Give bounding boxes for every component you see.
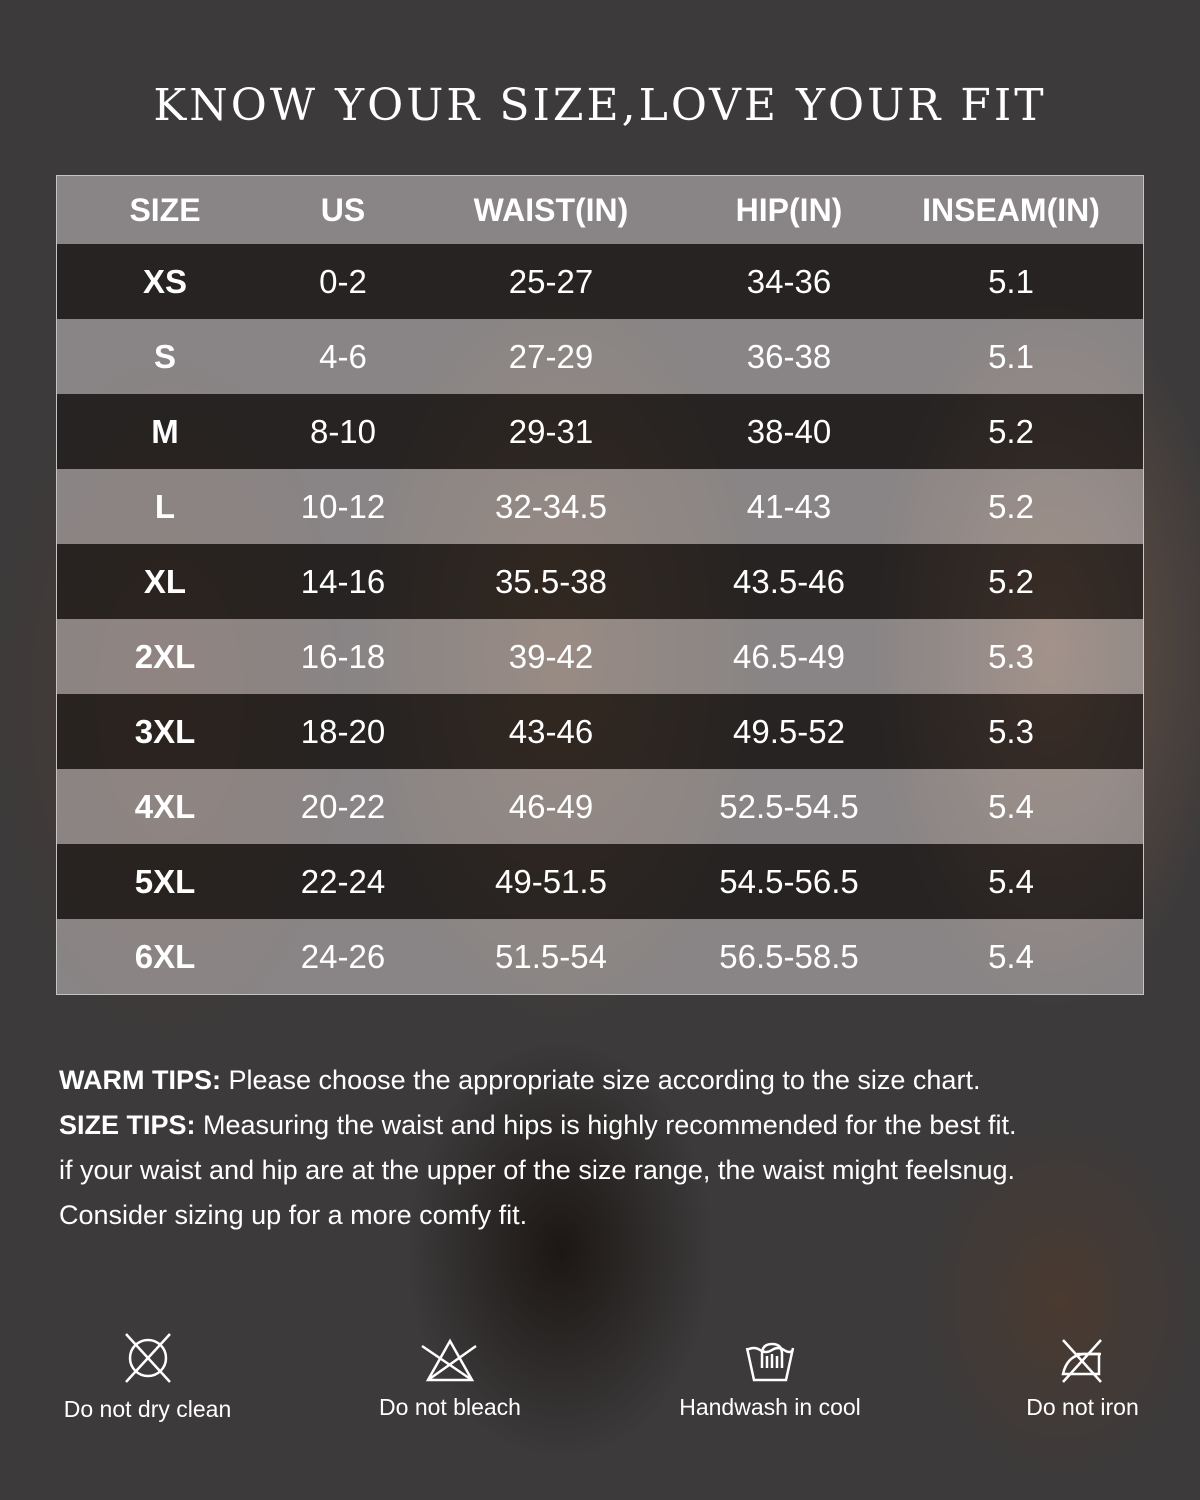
table-row: 6XL 24-26 51.5-54 56.5-58.5 5.4 (57, 919, 1143, 994)
cell-waist: 51.5-54 (495, 937, 607, 975)
care-no-dry-clean: Do not dry clean (40, 1330, 255, 1423)
cell-inseam: 5.3 (988, 637, 1034, 675)
cell-hip: 34-36 (746, 262, 832, 300)
no-iron-icon (1060, 1339, 1102, 1383)
cell-inseam: 5.1 (988, 337, 1034, 375)
table-row: 3XL 18-20 43-46 49.5-52 5.3 (57, 694, 1143, 769)
header-waist: WAIST(IN) (473, 191, 629, 228)
cell-us: 20-22 (300, 787, 386, 825)
cell-hip: 46.5-49 (733, 637, 845, 675)
table-row: L 10-12 32-34.5 41-43 5.2 (57, 469, 1143, 544)
cell-waist: 35.5-38 (495, 562, 607, 600)
cell-size: 3XL (134, 712, 196, 750)
care-label: Do not dry clean (63, 1396, 232, 1422)
cell-size: XS (142, 262, 188, 300)
cell-size: L (154, 487, 176, 525)
cell-waist: 43-46 (508, 712, 594, 750)
cell-hip: 41-43 (746, 487, 832, 525)
cell-inseam: 5.3 (988, 712, 1034, 750)
size-table: SIZE US WAIST(IN) HIP(IN) INSEAM(IN) XS 0… (56, 175, 1144, 995)
cell-size: 4XL (134, 787, 196, 825)
cell-waist: 39-42 (508, 637, 594, 675)
cell-waist: 29-31 (508, 412, 594, 450)
cell-waist: 25-27 (508, 262, 594, 300)
tips: WARM TIPS: Please choose the appropriate… (59, 1058, 1159, 1238)
cell-hip: 43.5-46 (733, 562, 845, 600)
care-no-bleach: Do not bleach (360, 1338, 540, 1421)
care-label: Handwash in cool (679, 1394, 861, 1420)
size-tips-line4: Consider sizing up for a more comfy fit. (59, 1200, 528, 1230)
cell-us: 8-10 (309, 412, 377, 450)
cell-inseam: 5.4 (988, 787, 1034, 825)
cell-size: 2XL (134, 637, 196, 675)
care-label: Do not iron (1026, 1394, 1139, 1420)
cell-us: 16-18 (300, 637, 386, 675)
care-label: Do not bleach (379, 1394, 521, 1420)
cell-us: 0-2 (319, 262, 367, 300)
size-tips-text: Measuring the waist and hips is highly r… (195, 1110, 1017, 1140)
table-row: XS 0-2 25-27 34-36 5.1 (57, 244, 1143, 319)
cell-size: S (153, 337, 176, 375)
cell-us: 14-16 (300, 562, 386, 600)
table-header: SIZE US WAIST(IN) HIP(IN) INSEAM(IN) (57, 176, 1143, 244)
cell-inseam: 5.2 (988, 412, 1034, 450)
cell-inseam: 5.4 (988, 937, 1034, 975)
cell-size: 5XL (134, 862, 196, 900)
cell-inseam: 5.2 (988, 562, 1034, 600)
cell-size: XL (143, 562, 187, 600)
handwash-icon (745, 1342, 795, 1382)
table-row: S 4-6 27-29 36-38 5.1 (57, 319, 1143, 394)
cell-hip: 54.5-56.5 (719, 862, 859, 900)
warm-tips: WARM TIPS: Please choose the appropriate… (59, 1058, 1159, 1103)
cell-inseam: 5.2 (988, 487, 1034, 525)
cell-hip: 56.5-58.5 (719, 937, 859, 975)
cell-hip: 49.5-52 (733, 712, 845, 750)
warm-tips-label: WARM TIPS: (59, 1065, 221, 1095)
cell-us: 10-12 (300, 487, 386, 525)
table-row: 2XL 16-18 39-42 46.5-49 5.3 (57, 619, 1143, 694)
cell-inseam: 5.1 (988, 262, 1034, 300)
cell-us: 22-24 (300, 862, 386, 900)
size-tips: SIZE TIPS: Measuring the waist and hips … (59, 1103, 1159, 1148)
cell-waist: 49-51.5 (495, 862, 607, 900)
header-size: SIZE (129, 191, 201, 228)
cell-waist: 32-34.5 (495, 487, 607, 525)
cell-us: 18-20 (300, 712, 386, 750)
table-row: XL 14-16 35.5-38 43.5-46 5.2 (57, 544, 1143, 619)
cell-waist: 27-29 (508, 337, 594, 375)
no-dry-clean-icon (124, 1333, 171, 1383)
care-handwash: Handwash in cool (660, 1338, 880, 1421)
cell-hip: 52.5-54.5 (719, 787, 859, 825)
cell-waist: 46-49 (508, 787, 594, 825)
table-row: 4XL 20-22 46-49 52.5-54.5 5.4 (57, 769, 1143, 844)
table-row: 5XL 22-24 49-51.5 54.5-56.5 5.4 (57, 844, 1143, 919)
no-bleach-icon (421, 1338, 477, 1382)
cell-size: 6XL (134, 937, 196, 975)
cell-us: 24-26 (300, 937, 386, 975)
warm-tips-text: Please choose the appropriate size accor… (221, 1065, 981, 1095)
size-tips-label: SIZE TIPS: (59, 1110, 196, 1140)
cell-hip: 36-38 (746, 337, 832, 375)
cell-inseam: 5.4 (988, 862, 1034, 900)
cell-hip: 38-40 (746, 412, 832, 450)
cell-size: M (151, 412, 179, 450)
header-inseam: INSEAM(IN) (922, 191, 1100, 228)
size-tips-line3: if your waist and hip are at the upper o… (59, 1155, 1016, 1185)
header-us: US (320, 191, 366, 228)
page-title: KNOW YOUR SIZE,LOVE YOUR FIT (153, 80, 1047, 131)
header-hip: HIP(IN) (735, 191, 843, 228)
care-no-iron: Do not iron (1005, 1338, 1160, 1421)
cell-us: 4-6 (319, 337, 367, 375)
table-row: M 8-10 29-31 38-40 5.2 (57, 394, 1143, 469)
